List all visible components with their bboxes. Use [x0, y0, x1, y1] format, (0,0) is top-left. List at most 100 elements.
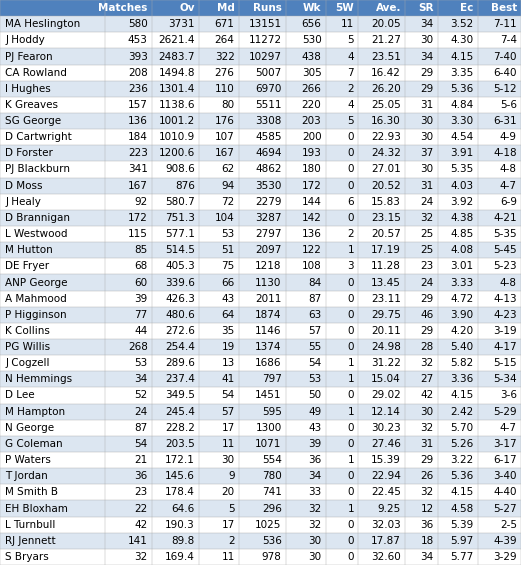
Text: 4-13: 4-13 [493, 294, 517, 303]
Text: CA Rowland: CA Rowland [5, 68, 67, 77]
Text: 978: 978 [262, 552, 282, 562]
Text: 21.27: 21.27 [371, 36, 401, 45]
Text: 1130: 1130 [255, 277, 282, 288]
Text: Md: Md [217, 3, 234, 13]
Text: 5: 5 [348, 36, 354, 45]
Text: 9.25: 9.25 [378, 503, 401, 514]
Text: 4.72: 4.72 [450, 294, 474, 303]
Text: 5-6: 5-6 [500, 100, 517, 110]
Text: 5-12: 5-12 [493, 84, 517, 94]
Text: 77: 77 [134, 310, 148, 320]
Text: 12.14: 12.14 [371, 407, 401, 416]
Text: 0: 0 [348, 213, 354, 223]
Text: 4.58: 4.58 [450, 503, 474, 514]
Text: 11: 11 [221, 439, 234, 449]
Text: 34: 34 [420, 552, 433, 562]
Text: 17.19: 17.19 [371, 245, 401, 255]
Text: 110: 110 [215, 84, 234, 94]
Text: 5.40: 5.40 [450, 342, 474, 352]
Text: 405.3: 405.3 [165, 262, 195, 271]
Text: 157: 157 [128, 100, 148, 110]
Text: 33: 33 [308, 488, 321, 497]
Bar [0, 145, 521, 162]
Text: 580.7: 580.7 [165, 197, 195, 207]
Text: 72: 72 [221, 197, 234, 207]
Text: 107: 107 [215, 132, 234, 142]
Text: 30: 30 [420, 164, 433, 175]
Text: 30: 30 [420, 36, 433, 45]
Text: 53: 53 [308, 375, 321, 384]
Text: 0: 0 [348, 149, 354, 158]
Text: 16.42: 16.42 [371, 68, 401, 77]
Bar [0, 452, 521, 468]
Text: 4-40: 4-40 [493, 488, 517, 497]
Text: 4.38: 4.38 [450, 213, 474, 223]
Text: 24: 24 [420, 197, 433, 207]
Text: 167: 167 [215, 149, 234, 158]
Text: 1: 1 [348, 375, 354, 384]
Text: 7-4: 7-4 [500, 36, 517, 45]
Text: 3-19: 3-19 [493, 326, 517, 336]
Text: 32: 32 [420, 423, 433, 433]
Text: 656: 656 [302, 19, 321, 29]
Text: 7-40: 7-40 [493, 51, 517, 62]
Bar [0, 307, 521, 323]
Text: ANP George: ANP George [5, 277, 68, 288]
Text: K Greaves: K Greaves [5, 100, 58, 110]
Text: 0: 0 [348, 488, 354, 497]
Text: 55: 55 [308, 342, 321, 352]
Text: 223: 223 [128, 149, 148, 158]
Text: 4-18: 4-18 [493, 149, 517, 158]
Text: 577.1: 577.1 [165, 229, 195, 239]
Text: 266: 266 [302, 84, 321, 94]
Text: 20.52: 20.52 [371, 181, 401, 190]
Text: 11: 11 [341, 19, 354, 29]
Text: 349.5: 349.5 [165, 390, 195, 401]
Text: M Hutton: M Hutton [5, 245, 53, 255]
Bar [0, 420, 521, 436]
Bar [0, 549, 521, 565]
Bar [0, 403, 521, 420]
Text: 296: 296 [262, 503, 282, 514]
Text: 57: 57 [308, 326, 321, 336]
Text: 5-15: 5-15 [493, 358, 517, 368]
Text: 30: 30 [420, 407, 433, 416]
Text: 2: 2 [228, 536, 234, 546]
Text: PJ Blackburn: PJ Blackburn [5, 164, 70, 175]
Text: 4.20: 4.20 [450, 326, 474, 336]
Bar [0, 162, 521, 177]
Text: 4: 4 [348, 51, 354, 62]
Text: 24.98: 24.98 [371, 342, 401, 352]
Text: 3.92: 3.92 [450, 197, 474, 207]
Text: Matches: Matches [98, 3, 148, 13]
Text: 23.11: 23.11 [371, 294, 401, 303]
Bar [0, 97, 521, 113]
Text: 0: 0 [348, 181, 354, 190]
Text: Wk: Wk [303, 3, 321, 13]
Text: 20.11: 20.11 [371, 326, 401, 336]
Bar [0, 226, 521, 242]
Text: 23.51: 23.51 [371, 51, 401, 62]
Text: 1001.2: 1001.2 [158, 116, 195, 126]
Text: 1494.8: 1494.8 [158, 68, 195, 77]
Text: 1138.6: 1138.6 [158, 100, 195, 110]
Text: 51: 51 [221, 245, 234, 255]
Text: 5007: 5007 [255, 68, 282, 77]
Text: 4.85: 4.85 [450, 229, 474, 239]
Text: 741: 741 [262, 488, 282, 497]
Text: 200: 200 [302, 132, 321, 142]
Text: 13151: 13151 [249, 19, 282, 29]
Text: 17: 17 [221, 423, 234, 433]
Bar [0, 484, 521, 501]
Text: 50: 50 [308, 390, 321, 401]
Text: N George: N George [5, 423, 54, 433]
Text: 4-17: 4-17 [493, 342, 517, 352]
Text: 1300: 1300 [255, 423, 282, 433]
Bar [0, 194, 521, 210]
Text: 30: 30 [420, 132, 433, 142]
Text: D Brannigan: D Brannigan [5, 213, 70, 223]
Text: 27.46: 27.46 [371, 439, 401, 449]
Text: 31: 31 [420, 181, 433, 190]
Text: 15.04: 15.04 [371, 375, 401, 384]
Text: 4-8: 4-8 [500, 164, 517, 175]
